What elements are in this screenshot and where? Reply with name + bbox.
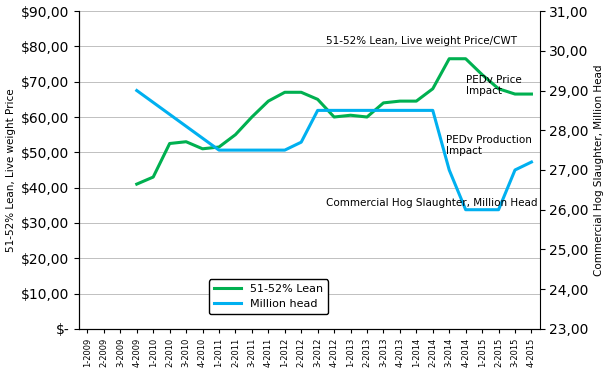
51-52% Lean — [133, 182, 140, 186]
51-52% Lean — [511, 92, 518, 96]
Text: 51-52% Lean, Live weight Price/CWT: 51-52% Lean, Live weight Price/CWT — [326, 36, 517, 46]
51-52% Lean — [232, 132, 239, 137]
Million head — [215, 148, 223, 152]
Million head — [495, 207, 502, 212]
51-52% Lean — [364, 115, 371, 119]
Legend: 51-52% Lean, Million head: 51-52% Lean, Million head — [209, 279, 328, 314]
51-52% Lean — [314, 97, 321, 101]
51-52% Lean — [331, 115, 338, 119]
Million head — [298, 140, 305, 144]
Text: Commercial Hog Slaughter, Million Head: Commercial Hog Slaughter, Million Head — [326, 198, 537, 208]
51-52% Lean — [265, 99, 272, 103]
Y-axis label: Commercial Hog Slaughter, Million Head: Commercial Hog Slaughter, Million Head — [594, 64, 605, 276]
Million head — [133, 88, 140, 93]
51-52% Lean — [215, 145, 223, 149]
Million head — [478, 207, 486, 212]
51-52% Lean — [478, 72, 486, 77]
Million head — [380, 108, 387, 113]
Million head — [314, 108, 321, 113]
Million head — [364, 108, 371, 113]
Million head — [331, 108, 338, 113]
51-52% Lean — [429, 87, 436, 91]
51-52% Lean — [495, 87, 502, 91]
51-52% Lean — [347, 113, 354, 117]
51-52% Lean — [462, 56, 469, 61]
51-52% Lean — [413, 99, 420, 103]
51-52% Lean — [281, 90, 289, 94]
51-52% Lean — [149, 175, 157, 179]
51-52% Lean — [298, 90, 305, 94]
51-52% Lean — [166, 141, 173, 146]
51-52% Lean — [380, 101, 387, 105]
Line: Million head: Million head — [137, 91, 531, 210]
Text: PEDv Production
Impact: PEDv Production Impact — [446, 135, 532, 156]
51-52% Lean — [396, 99, 404, 103]
Million head — [429, 108, 436, 113]
Million head — [413, 108, 420, 113]
51-52% Lean — [445, 56, 453, 61]
Million head — [528, 160, 535, 164]
Million head — [347, 108, 354, 113]
Million head — [445, 168, 453, 172]
Y-axis label: 51-52% Lean, Live weight Price: 51-52% Lean, Live weight Price — [5, 88, 16, 252]
Million head — [248, 148, 256, 152]
Million head — [232, 148, 239, 152]
51-52% Lean — [528, 92, 535, 96]
Million head — [462, 207, 469, 212]
Million head — [265, 148, 272, 152]
51-52% Lean — [248, 115, 256, 119]
Line: 51-52% Lean: 51-52% Lean — [137, 59, 531, 184]
Million head — [281, 148, 289, 152]
Million head — [511, 168, 518, 172]
51-52% Lean — [182, 140, 190, 144]
Million head — [396, 108, 404, 113]
Text: PEDv Price
Impact: PEDv Price Impact — [465, 75, 522, 96]
51-52% Lean — [199, 147, 206, 151]
